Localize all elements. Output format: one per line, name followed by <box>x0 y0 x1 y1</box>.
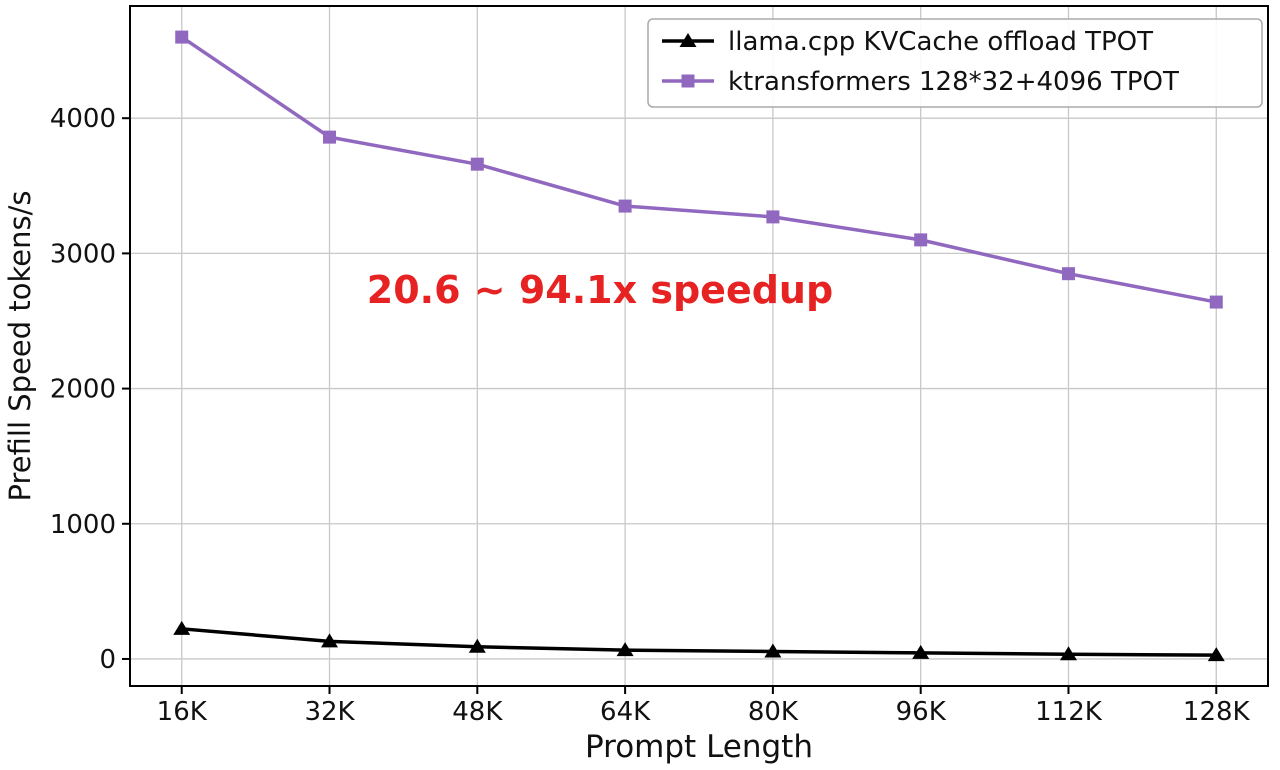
data-point-marker <box>618 199 632 213</box>
x-tick-label: 80K <box>748 697 799 727</box>
series-0 <box>173 620 1225 662</box>
y-axis: 0 1000 2000 3000 4000 <box>50 104 130 675</box>
plot-border <box>129 5 1269 687</box>
y-tick-label: 3000 <box>50 239 116 269</box>
data-point-marker <box>766 210 780 224</box>
series-line <box>180 35 1217 304</box>
data-point-marker <box>1059 646 1077 661</box>
data-point-marker <box>323 130 337 144</box>
series-line <box>181 627 1217 657</box>
x-tick-label: 64K <box>600 697 651 727</box>
x-tick-label: 96K <box>896 697 947 727</box>
legend-marker <box>681 74 695 88</box>
x-axis-label: Prompt Length <box>585 729 813 765</box>
legend-label: llama.cpp KVCache offload TPOT <box>728 27 1153 57</box>
x-tick-label: 48K <box>452 697 503 727</box>
x-tick-label: 128K <box>1183 697 1251 727</box>
data-point-marker <box>173 620 191 635</box>
y-axis-label: Prefill Speed tokens/s <box>3 191 37 502</box>
series-1 <box>175 30 1223 309</box>
y-tick-label: 0 <box>99 645 116 675</box>
data-point-marker <box>914 233 928 247</box>
data-point-marker <box>1209 295 1223 309</box>
x-axis: 16K 32K 48K 64K 80K 96K 112K 128K <box>157 686 1251 727</box>
legend-label: ktransformers 128*32+4096 TPOT <box>728 67 1179 97</box>
data-point-marker <box>912 644 930 659</box>
data-point-marker <box>616 642 634 657</box>
data-point-marker <box>1207 647 1225 662</box>
x-tick-label: 32K <box>304 697 355 727</box>
y-tick-label: 4000 <box>50 104 116 134</box>
grid <box>130 6 1268 686</box>
data-point-marker <box>175 30 189 44</box>
y-tick-label: 1000 <box>50 510 116 540</box>
legend: llama.cpp KVCache offload TPOT ktransform… <box>647 18 1263 108</box>
data-point-marker <box>1061 267 1075 281</box>
x-tick-label: 112K <box>1035 697 1103 727</box>
legend-marker <box>679 33 697 47</box>
data-point-marker <box>321 633 339 648</box>
data-point-marker <box>470 157 484 171</box>
legend-box <box>647 18 1263 108</box>
x-tick-label: 16K <box>157 697 208 727</box>
speedup-annotation: 20.6 ~ 94.1x speedup <box>367 268 833 312</box>
data-point-marker <box>468 638 486 653</box>
data-point-marker <box>764 643 782 658</box>
y-tick-label: 2000 <box>50 375 116 405</box>
